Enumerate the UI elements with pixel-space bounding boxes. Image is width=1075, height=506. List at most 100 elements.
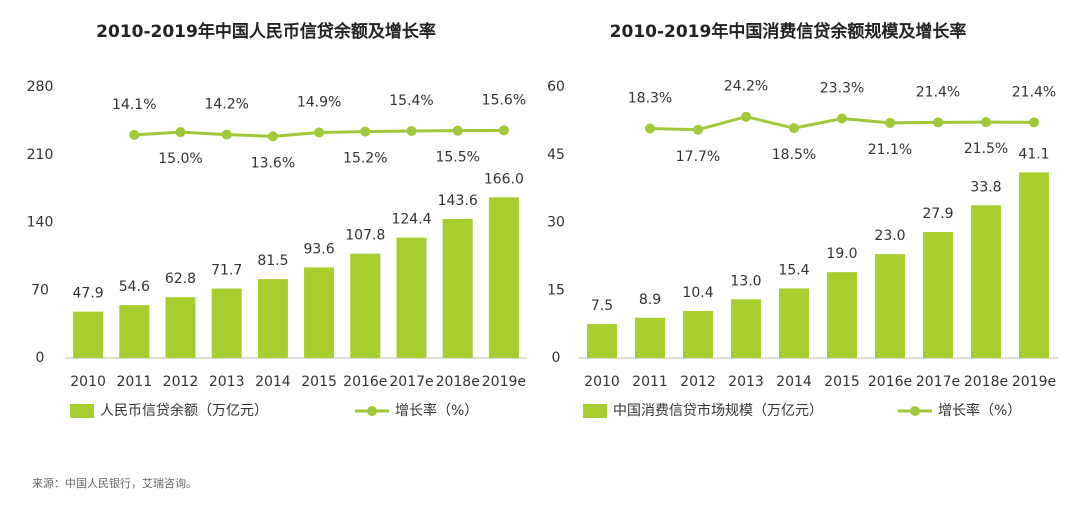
value-label: 14.1% [112,97,156,113]
bar [211,288,242,358]
value-label: 166.0 [484,171,524,187]
legend-label: 增长率（%） [938,402,1021,419]
point [360,126,371,137]
point [645,123,655,134]
value-label: 8.9 [639,292,661,308]
value-label: 81.5 [257,253,288,269]
bar [165,297,196,358]
y-tick-label: 0 [552,350,561,366]
y-tick-label: 70 [31,282,49,298]
legend-label: 增长率（%） [395,402,478,419]
y-tick-label: 45 [547,147,565,163]
value-label: 71.7 [211,263,242,279]
y-tick-label: 30 [547,215,565,231]
source: 来源：中国人民银行，艾瑞咨询。 [32,476,197,490]
value-label: 124.4 [391,212,431,228]
bar [587,324,617,358]
legend-marker [910,406,920,416]
point [981,117,991,128]
value-label: 19.0 [826,246,857,262]
bar [923,231,953,358]
bar [683,311,713,358]
x-tick-label: 2010 [584,374,620,390]
bar [1019,172,1049,358]
bar [304,267,335,358]
value-label: 41.1 [1018,146,1049,162]
x-tick-label: 2012 [680,374,716,390]
point [1029,117,1039,128]
x-tick-label: 2018e [436,374,480,390]
x-tick-label: 2012 [163,374,199,390]
point [129,129,140,140]
value-label: 15.5% [435,150,479,166]
y-tick-label: 0 [36,350,45,366]
bar [488,197,519,358]
x-tick-label: 2013 [728,374,764,390]
value-label: 21.4% [916,84,960,100]
value-label: 14.9% [297,94,341,110]
x-tick-label: 2017e [389,374,433,390]
point [885,117,895,128]
value-label: 15.2% [343,151,387,167]
value-label: 47.9 [73,286,104,302]
value-label: 10.4 [682,285,713,301]
point [498,125,509,136]
legend-label: 人民币信贷余额（万亿元） [100,402,268,419]
bar [73,311,104,358]
y-tick-label: 140 [27,215,54,231]
value-label: 54.6 [119,279,150,295]
value-label: 24.2% [724,79,768,95]
value-label: 107.8 [345,228,385,244]
point [789,123,799,134]
bar [119,305,150,358]
point [267,131,278,142]
value-label: 15.0% [158,151,202,167]
value-label: 13.6% [251,155,295,171]
x-tick-label: 2011 [632,374,668,390]
value-label: 14.2% [204,97,248,113]
x-tick-label: 2013 [209,374,245,390]
bar [875,254,905,358]
legend-label: 中国消费信贷市场规模（万亿元） [613,402,823,419]
point [221,129,232,140]
bar [779,288,809,358]
x-tick-label: 2014 [255,374,291,390]
value-label: 18.3% [628,91,672,107]
x-tick-label: 2019e [482,374,526,390]
x-tick-label: 2016e [343,374,387,390]
point [406,125,417,136]
value-label: 27.9 [922,206,953,222]
bar [827,272,857,358]
bar [635,317,665,358]
value-label: 23.0 [874,228,905,244]
value-label: 17.7% [676,149,720,165]
y-tick-label: 210 [27,147,54,163]
value-label: 15.6% [482,92,526,108]
point [314,127,325,138]
x-tick-label: 2015 [301,374,337,390]
point [933,117,943,128]
legend-swatch [70,404,94,418]
value-label: 13.0 [730,273,761,289]
point [693,124,703,135]
value-label: 21.5% [964,141,1008,157]
value-label: 143.6 [438,193,478,209]
bar [350,253,381,358]
value-label: 23.3% [820,81,864,97]
x-tick-label: 2010 [70,374,106,390]
x-tick-label: 2014 [776,374,812,390]
x-tick-label: 2019e [1012,374,1056,390]
legend-swatch [583,404,607,418]
bar [257,279,288,358]
value-label: 15.4% [389,93,433,109]
bar [971,205,1001,358]
value-label: 15.4 [778,262,809,278]
point [837,113,847,124]
bar [396,237,427,358]
value-label: 21.1% [868,142,912,158]
value-label: 7.5 [591,298,613,314]
point [452,125,463,136]
chart-title: 2010-2019年中国人民币信贷余额及增长率 [96,21,436,42]
x-tick-label: 2015 [824,374,860,390]
